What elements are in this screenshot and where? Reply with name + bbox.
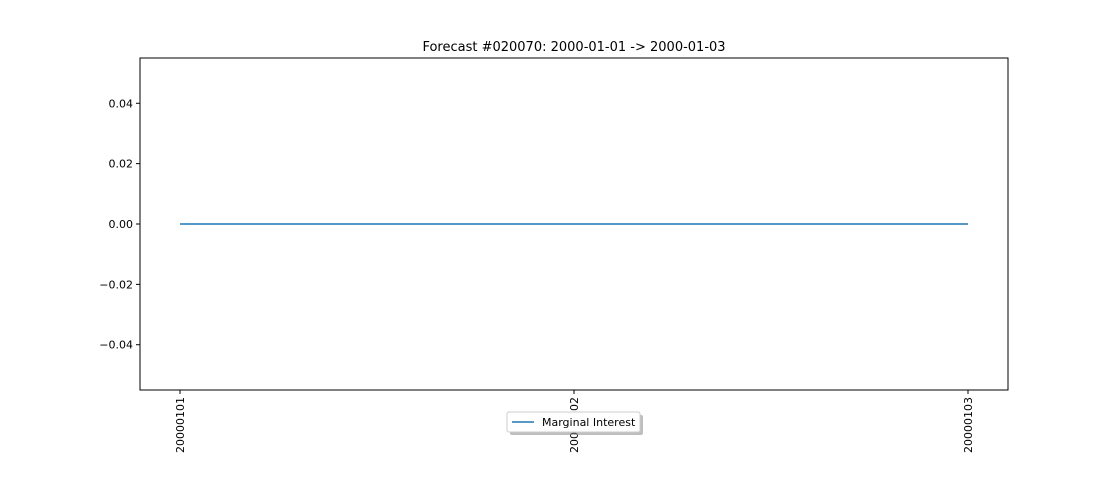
- x-tick-label: 20000103: [962, 397, 975, 453]
- y-tick-label: −0.02: [99, 278, 133, 291]
- legend-label: Marginal Interest: [542, 416, 636, 429]
- legend: Marginal Interest: [506, 411, 643, 435]
- chart-title: Forecast #020070: 2000-01-01 -> 2000-01-…: [422, 40, 725, 55]
- y-tick-label: −0.04: [99, 339, 133, 352]
- y-tick-label: 0.00: [109, 218, 134, 231]
- y-tick-label: 0.02: [109, 158, 134, 171]
- y-axis: −0.04 −0.02 0.00 0.02 0.04: [99, 97, 140, 352]
- legend-box: [506, 411, 641, 433]
- x-tick-label: 20000101: [174, 397, 187, 453]
- y-tick-label: 0.04: [109, 97, 134, 110]
